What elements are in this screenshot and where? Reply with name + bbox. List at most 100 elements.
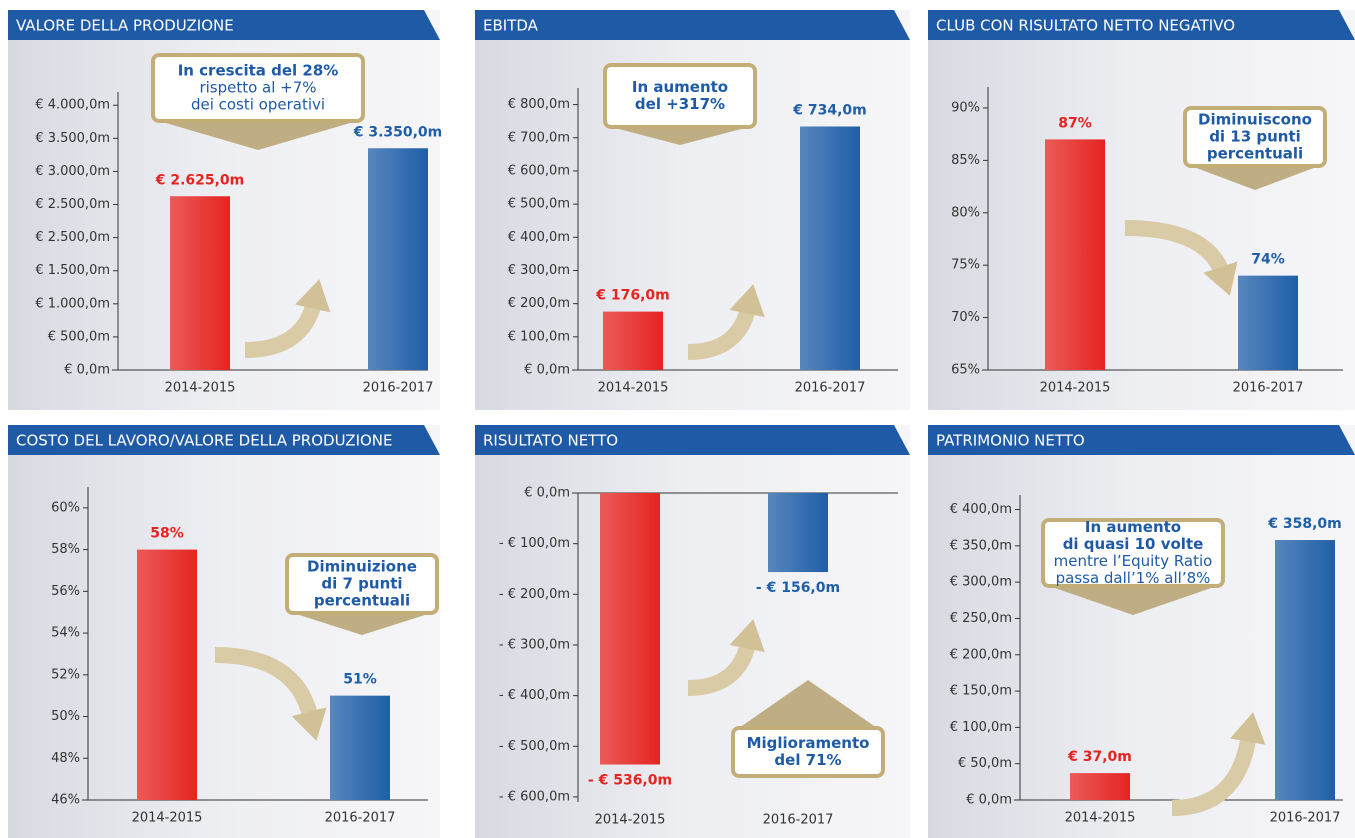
y-tick-label: € 2.500,0m bbox=[35, 197, 110, 212]
arrow-head bbox=[291, 707, 327, 741]
callout-pointer bbox=[1191, 166, 1319, 190]
y-tick-label: 80% bbox=[951, 205, 980, 220]
bar-shine bbox=[768, 493, 828, 573]
y-tick-label: 56% bbox=[51, 584, 80, 599]
y-tick-label: € 50,0m bbox=[958, 756, 1012, 771]
callout-text: In crescita del 28% bbox=[178, 62, 339, 80]
x-tick-label: 2016-2017 bbox=[325, 811, 396, 826]
chart-title: VALORE DELLA PRODUZIONE bbox=[16, 17, 234, 35]
y-tick-label: - € 500,0m bbox=[499, 739, 570, 754]
y-tick-label: € 3.500,0m bbox=[35, 131, 110, 146]
x-tick-label: 2014-2015 bbox=[132, 811, 203, 826]
x-tick-label: 2014-2015 bbox=[165, 381, 236, 396]
arrow-head bbox=[1203, 261, 1238, 296]
title-bar bbox=[8, 425, 440, 455]
callout-text: percentuali bbox=[314, 592, 410, 610]
callout-text: rispetto al +7% bbox=[199, 79, 316, 97]
y-tick-label: - € 600,0m bbox=[499, 789, 570, 804]
callout-box bbox=[603, 63, 757, 129]
callout-text: percentuali bbox=[1207, 145, 1303, 163]
value-label: 51% bbox=[343, 672, 377, 688]
bar-shine bbox=[368, 148, 428, 370]
bar-shine bbox=[800, 126, 860, 370]
y-tick-label: € 150,0m bbox=[950, 684, 1012, 699]
callout-text: In aumento bbox=[632, 78, 728, 96]
y-tick-label: € 600,0m bbox=[508, 163, 570, 178]
y-tick-label: 58% bbox=[51, 542, 80, 557]
y-tick-label: € 400,0m bbox=[950, 502, 1012, 517]
y-tick-label: - € 400,0m bbox=[499, 688, 570, 703]
arrow bbox=[214, 647, 318, 718]
chart-title: PATRIMONIO NETTO bbox=[936, 432, 1085, 450]
callout-text: del +317% bbox=[635, 95, 725, 113]
callout-box bbox=[731, 726, 885, 778]
value-label: € 358,0m bbox=[1267, 516, 1342, 532]
y-tick-label: € 0,0m bbox=[524, 363, 570, 378]
arrow bbox=[1171, 738, 1256, 816]
callout-box bbox=[285, 553, 439, 615]
y-tick-label: € 800,0m bbox=[508, 97, 570, 112]
y-tick-label: € 0,0m bbox=[524, 486, 570, 501]
title-bar bbox=[8, 10, 440, 40]
value-label: - € 156,0m bbox=[756, 580, 840, 596]
y-tick-label: 54% bbox=[51, 626, 80, 641]
x-tick-label: 2014-2015 bbox=[1065, 811, 1136, 826]
callout-pointer bbox=[293, 613, 431, 635]
y-tick-label: € 300,0m bbox=[950, 575, 1012, 590]
bar-shine bbox=[170, 196, 230, 370]
y-tick-label: € 2.500,0m bbox=[35, 230, 110, 245]
callout-pointer bbox=[611, 127, 749, 145]
callout-text: passa dall’1% all’8% bbox=[1056, 569, 1211, 587]
arrow bbox=[1124, 220, 1231, 278]
arrow-head bbox=[295, 279, 331, 313]
y-tick-label: - € 300,0m bbox=[499, 637, 570, 652]
x-tick-label: 2016-2017 bbox=[1233, 381, 1304, 396]
title-bar bbox=[928, 10, 1355, 40]
y-tick-label: € 500,0m bbox=[48, 329, 110, 344]
value-label: 58% bbox=[150, 526, 184, 542]
y-tick-label: 65% bbox=[951, 363, 980, 378]
chart-title: CLUB CON RISULTATO NETTO NEGATIVO bbox=[936, 17, 1235, 35]
arrow bbox=[687, 638, 757, 696]
y-tick-label: 48% bbox=[51, 751, 80, 766]
value-label: € 2.625,0m bbox=[155, 172, 245, 188]
bar-shine bbox=[1238, 275, 1298, 370]
y-tick-label: € 4.000,0m bbox=[35, 98, 110, 113]
y-tick-label: € 100,0m bbox=[508, 329, 570, 344]
title-bar bbox=[928, 425, 1355, 455]
value-label: - € 536,0m bbox=[588, 773, 672, 789]
arrow-head bbox=[729, 619, 765, 653]
y-tick-label: € 300,0m bbox=[508, 263, 570, 278]
bar-shine bbox=[330, 695, 390, 800]
y-tick-label: € 1.000,0m bbox=[35, 296, 110, 311]
value-label: 87% bbox=[1058, 115, 1092, 131]
bar-shine bbox=[137, 549, 197, 800]
y-tick-label: € 400,0m bbox=[508, 230, 570, 245]
callout-text: di quasi 10 volte bbox=[1063, 535, 1204, 553]
callout-text: Miglioramento bbox=[747, 734, 870, 752]
callout-box bbox=[1041, 518, 1225, 588]
y-tick-label: - € 100,0m bbox=[499, 536, 570, 551]
y-tick-label: € 700,0m bbox=[508, 130, 570, 145]
y-tick-label: € 100,0m bbox=[950, 720, 1012, 735]
bar-shine bbox=[1275, 540, 1335, 800]
value-label: € 734,0m bbox=[792, 102, 867, 118]
y-tick-label: 52% bbox=[51, 667, 80, 682]
value-label: 74% bbox=[1251, 252, 1285, 268]
callout-text: In aumento bbox=[1085, 518, 1181, 536]
arrow-head bbox=[1230, 712, 1266, 745]
callout-box bbox=[151, 53, 365, 123]
chart-title: COSTO DEL LAVORO/VALORE DELLA PRODUZIONE bbox=[16, 432, 393, 450]
callout-text: del 71% bbox=[774, 751, 841, 769]
y-tick-label: € 350,0m bbox=[950, 538, 1012, 553]
y-tick-label: 85% bbox=[951, 153, 980, 168]
chart-title: RISULTATO NETTO bbox=[483, 432, 618, 450]
callout-text: Diminuiscono bbox=[1198, 111, 1312, 129]
y-tick-label: € 200,0m bbox=[508, 296, 570, 311]
callout-text: mentre l’Equity Ratio bbox=[1054, 552, 1213, 570]
callout-pointer bbox=[739, 680, 877, 728]
x-tick-label: 2016-2017 bbox=[1270, 811, 1341, 826]
callout-pointer bbox=[1049, 586, 1217, 615]
